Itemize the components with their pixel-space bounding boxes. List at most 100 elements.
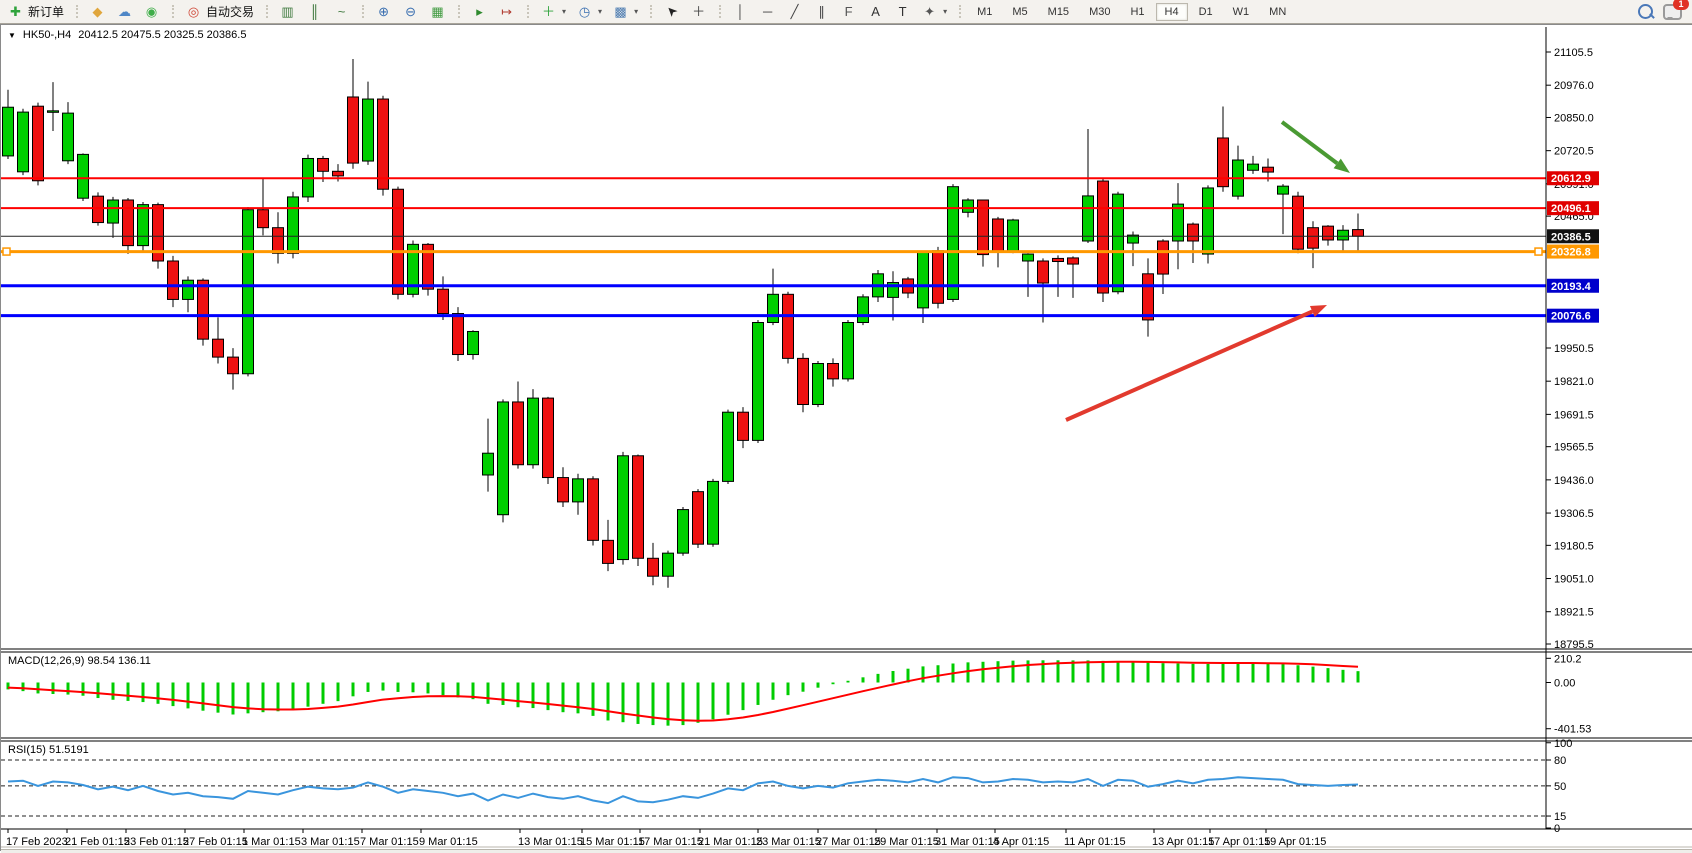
indicators-button[interactable]: ＋ ▾ — [535, 1, 571, 22]
svg-text:18921.5: 18921.5 — [1554, 607, 1594, 619]
auto-scroll-icon[interactable]: ▸ — [466, 1, 493, 22]
price-badge-support-1 — [1547, 278, 1599, 293]
period-button-w1[interactable]: W1 — [1232, 5, 1250, 18]
candle — [17, 111, 29, 173]
shapes-icon[interactable]: ✦ ▾ — [916, 1, 952, 22]
periods-button[interactable]: ◷ ▾ — [571, 1, 607, 22]
rsi-line — [7, 776, 1359, 805]
candle — [122, 199, 134, 247]
candle — [1277, 185, 1289, 195]
new-order-button[interactable]: ✚ 新订单 — [2, 1, 69, 22]
orange-line-anchor-right[interactable] — [1534, 247, 1543, 256]
red-arrow[interactable] — [1065, 309, 1314, 422]
line-chart-icon[interactable]: ~ — [328, 1, 355, 22]
candle — [617, 455, 629, 561]
candle — [2, 106, 14, 157]
crosshair-icon-glyph: ＋ — [692, 4, 706, 19]
zoom-in-icon[interactable]: ⊕ — [370, 1, 397, 22]
candle — [77, 153, 89, 199]
chart-shift-icon[interactable]: ↦ — [493, 1, 520, 22]
period-button-m30[interactable]: M30 — [1089, 5, 1111, 18]
text-icon[interactable]: A — [862, 1, 889, 22]
chart-window[interactable]: ▼ HK50-,H4 20412.5 20475.5 20325.5 20386… — [0, 24, 1692, 853]
period-button-m5[interactable]: M5 — [1012, 5, 1028, 18]
period-button-h4[interactable]: H4 — [1155, 2, 1188, 21]
period-button-d1[interactable]: D1 — [1198, 5, 1213, 18]
green-arrow[interactable] — [1280, 120, 1339, 165]
tile-windows-icon[interactable]: ▦ — [424, 1, 451, 22]
text-label-icon[interactable]: T — [889, 1, 916, 22]
candle — [107, 199, 119, 224]
chart-canvas[interactable]: 21105.520976.020850.020720.520591.020465… — [1, 25, 1692, 852]
svg-text:3 Mar 01:15: 3 Mar 01:15 — [301, 836, 360, 848]
candlestick-chart-icon[interactable]: ║ — [301, 1, 328, 22]
svg-text:9 Mar 01:15: 9 Mar 01:15 — [419, 836, 478, 848]
horizontal-line-icon[interactable]: ─ — [754, 1, 781, 22]
svg-text:1 Mar 01:15: 1 Mar 01:15 — [242, 836, 301, 848]
toolbar-group-services: ◆ ☁ ◉ — [72, 0, 168, 23]
orange-line-anchor[interactable] — [2, 247, 11, 256]
chart-dropdown-icon[interactable]: ▼ — [8, 30, 16, 40]
zoom-out-icon-glyph: ⊖ — [405, 4, 416, 19]
candle — [1292, 195, 1304, 250]
candle — [827, 363, 839, 380]
tile-windows-icon-glyph: ▦ — [431, 4, 444, 19]
cursor-icon[interactable]: ➤ — [658, 1, 685, 22]
svg-text:19436.0: 19436.0 — [1554, 475, 1594, 487]
svg-text:19950.5: 19950.5 — [1554, 343, 1594, 355]
new-order-button-label: 新订单 — [28, 5, 65, 19]
symbol-period-label: HK50-,H4 — [22, 29, 72, 41]
chat-button[interactable]: 1 — [1663, 0, 1689, 20]
shapes-icon-dropdown-icon[interactable]: ▾ — [943, 7, 948, 16]
algo-trading-button-label: 自动交易 — [206, 5, 255, 19]
candle — [917, 251, 929, 309]
price-axis[interactable]: 21105.520976.020850.020720.520591.020465… — [1546, 47, 1599, 835]
period-button-m15[interactable]: M15 — [1047, 5, 1070, 18]
candle — [1112, 193, 1124, 293]
vertical-line-icon[interactable]: │ — [727, 1, 754, 22]
text-icon-glyph: A — [871, 4, 880, 19]
zoom-out-icon[interactable]: ⊖ — [397, 1, 424, 22]
trendline-icon[interactable]: ╱ — [781, 1, 808, 22]
svg-text:210.2: 210.2 — [1554, 653, 1582, 665]
green-arrow-head — [1333, 158, 1350, 173]
equidistant-channel-icon[interactable]: ∥ — [808, 1, 835, 22]
period-button-mn[interactable]: MN — [1269, 5, 1287, 18]
level-lines-layer — [1, 177, 1546, 318]
templates-button[interactable]: ▩ ▾ — [607, 1, 643, 22]
svg-text:18795.5: 18795.5 — [1554, 639, 1594, 651]
market-icon-glyph: ◆ — [92, 4, 103, 19]
candle — [602, 539, 614, 564]
periods-button-dropdown-icon[interactable]: ▾ — [598, 7, 603, 16]
fibonacci-icon[interactable]: F — [835, 1, 862, 22]
svg-text:13 Mar 01:15: 13 Mar 01:15 — [518, 836, 583, 848]
algo-trading-button[interactable]: ◎ 自动交易 — [180, 1, 259, 22]
crosshair-icon[interactable]: ＋ — [685, 1, 712, 22]
candle — [692, 491, 704, 545]
search-icon[interactable] — [1638, 4, 1653, 19]
templates-button-dropdown-icon[interactable]: ▾ — [634, 7, 639, 16]
candle — [407, 243, 419, 295]
candle — [1322, 225, 1334, 241]
macd-pane-label: MACD(12,26,9) 98.54 136.11 — [8, 655, 151, 667]
svg-text:20976.0: 20976.0 — [1554, 80, 1594, 92]
toolbar-right: 1 — [1638, 0, 1692, 20]
candle — [452, 313, 464, 356]
price-badge-resistance-2 — [1547, 201, 1599, 216]
candle — [152, 204, 164, 262]
market-icon[interactable]: ◆ — [84, 1, 111, 22]
candle — [992, 218, 1004, 252]
period-button-h1[interactable]: H1 — [1130, 5, 1145, 18]
svg-text:19565.5: 19565.5 — [1554, 442, 1594, 454]
candle — [1097, 180, 1109, 294]
svg-text:20720.5: 20720.5 — [1554, 146, 1594, 158]
candle — [347, 96, 359, 164]
community-icon[interactable]: ☁ — [111, 1, 138, 22]
candle — [1262, 166, 1274, 173]
candle — [92, 195, 104, 224]
signals-icon[interactable]: ◉ — [138, 1, 165, 22]
bar-chart-icon[interactable]: ▥ — [274, 1, 301, 22]
indicators-button-dropdown-icon[interactable]: ▾ — [562, 7, 567, 16]
period-button-m1[interactable]: M1 — [977, 5, 993, 18]
